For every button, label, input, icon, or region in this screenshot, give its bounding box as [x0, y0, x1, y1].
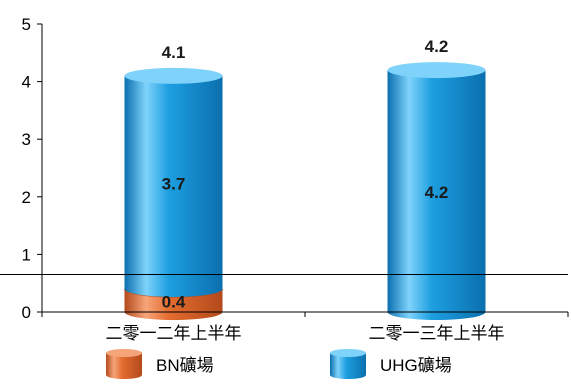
legend-swatch-top-uhg	[330, 349, 366, 357]
bar-uhg-0	[124, 75, 223, 297]
y-tick-label-2: 2	[22, 188, 31, 207]
data-label-uhg-0: 3.7	[162, 174, 186, 193]
legend-swatch-bn	[106, 353, 142, 379]
y-tick-label-1: 1	[22, 245, 31, 264]
bar-top-1	[387, 62, 486, 79]
category-label-1: 二零一三年上半年	[369, 324, 505, 343]
legend-label-bn: BN礦場	[156, 356, 214, 375]
bars-layer	[124, 62, 486, 320]
legend-swatch-top-bn	[106, 349, 142, 357]
bar-top-0	[124, 67, 223, 84]
data-label-uhg-1: 4.2	[425, 183, 449, 202]
category-label-0: 二零一二年上半年	[106, 324, 242, 343]
legend: BN礦場 UHG礦場	[106, 349, 452, 379]
total-label-0: 4.1	[162, 43, 186, 62]
legend-label-uhg: UHG礦場	[380, 356, 452, 375]
axis-layer: 0 1 2 3 4 5	[0, 15, 569, 322]
labels-layer: 0.4 3.7 4.1 二零一二年上半年 4.2 4.2 二零一三年上半年	[106, 37, 505, 343]
data-label-bn-0: 0.4	[162, 292, 186, 311]
legend-swatch-uhg	[330, 353, 366, 379]
y-tick-label-4: 4	[22, 73, 31, 92]
y-tick-label-3: 3	[22, 130, 31, 149]
y-tick-label-0: 0	[22, 303, 31, 322]
bar-uhg-1	[387, 70, 486, 320]
total-label-1: 4.2	[425, 37, 449, 56]
y-tick-label-5: 5	[22, 15, 31, 34]
